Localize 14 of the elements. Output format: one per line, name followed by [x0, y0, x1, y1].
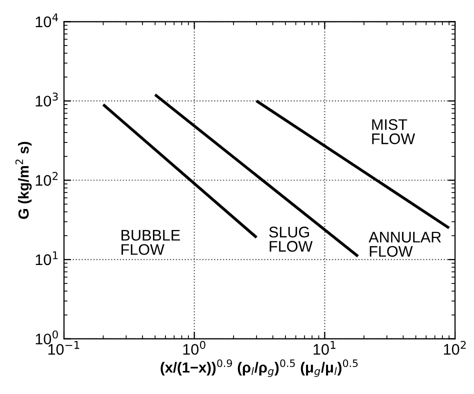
y-axis-title: G (kg/m$^{2}$ s) — [15, 142, 32, 219]
y-tick-label: 10$^{4}$ — [36, 13, 58, 28]
y-tick-label: 10$^{2}$ — [36, 172, 58, 186]
annotation: MIST FLOW — [372, 119, 416, 144]
x-tick-label: 10$^{0}$ — [183, 340, 206, 355]
y-tick-label: 10$^{0}$ — [36, 330, 58, 344]
y-tick-label: 10$^{3}$ — [36, 92, 58, 107]
y-tick-label: 10$^{1}$ — [36, 251, 58, 266]
annotation: SLUG FLOW — [269, 226, 313, 252]
x-tick-label: 10$^{1}$ — [314, 341, 336, 355]
annotation: BUBBLE FLOW — [122, 230, 180, 255]
x-tick-label: 10$^{2}$ — [444, 340, 466, 355]
annotation: ANNULAR FLOW — [368, 232, 441, 257]
text: (x/(1−x))$^{0.9}$ (ρ$_{l}$/ρ$_{g}$)$^{0.5}$ (μ$_{g}$/μ$_{l}$)$^{0.5}$ — [160, 359, 358, 378]
